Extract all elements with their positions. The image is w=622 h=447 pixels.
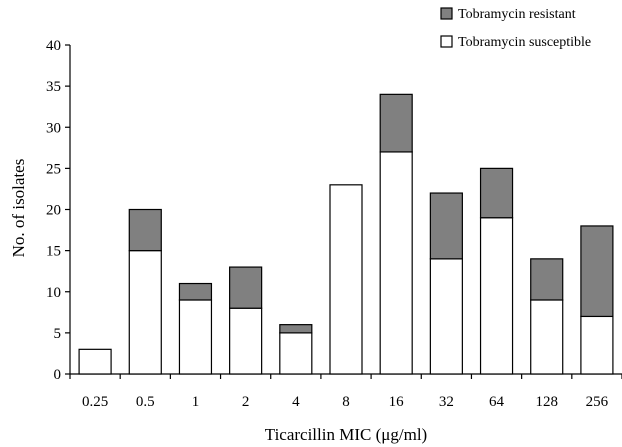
x-tick-label: 0.5 [136, 394, 155, 410]
bar-susceptible [279, 332, 313, 375]
bar-resistant [379, 93, 413, 153]
y-axis: 0 5 10 15 20 25 30 35 40 [46, 38, 71, 383]
bar-resistant [279, 324, 313, 334]
bar-resistant [479, 167, 514, 219]
x-tick-label: 8 [342, 394, 350, 410]
legend-swatch [440, 35, 453, 48]
y-axis-title: No. of isolates [9, 159, 28, 258]
x-tick-label: 1 [192, 394, 200, 410]
bar-susceptible [329, 184, 363, 375]
bar-resistant [178, 282, 213, 301]
bar-resistant [530, 258, 564, 301]
y-tick-label: 35 [46, 79, 61, 95]
x-axis-title: Ticarcillin MIC (μg/ml) [265, 425, 427, 444]
legend-label: Tobramycin susceptible [458, 35, 591, 50]
x-tick-label: 32 [439, 394, 454, 410]
bar-resistant [429, 192, 463, 260]
legend-swatch [440, 7, 453, 20]
x-tick-label: 128 [535, 394, 558, 410]
bar-susceptible [479, 217, 514, 375]
bar-resistant [229, 266, 263, 309]
x-tick-label: 16 [389, 394, 405, 410]
bars [78, 93, 614, 375]
y-tick-label: 5 [54, 326, 62, 342]
bar-susceptible [128, 250, 162, 375]
bar-susceptible [530, 299, 564, 375]
bar-susceptible [580, 315, 614, 375]
bar-susceptible [178, 299, 213, 375]
x-tick-label: 2 [242, 394, 250, 410]
legend-label: Tobramycin resistant [458, 7, 576, 22]
x-tick-label: 4 [292, 394, 300, 410]
y-tick-label: 15 [46, 244, 61, 260]
x-tick-label: 64 [489, 394, 505, 410]
x-axis: 0.25 0.5 1 2 4 8 16 32 64 128 256 [69, 373, 622, 410]
x-tick-label: 0.25 [82, 394, 108, 410]
y-tick-label: 0 [54, 367, 62, 383]
bar-susceptible [379, 151, 413, 375]
y-tick-label: 25 [46, 161, 61, 177]
x-tick-label: 256 [586, 394, 609, 410]
bar-susceptible [429, 258, 463, 375]
bar-susceptible [229, 307, 263, 375]
legend: Tobramycin resistant Tobramycin susceptib… [440, 7, 591, 50]
bar-resistant [128, 208, 162, 252]
y-tick-label: 30 [46, 120, 61, 136]
y-tick-label: 10 [46, 285, 61, 301]
bar-resistant [580, 225, 614, 318]
bar-susceptible [78, 348, 112, 375]
y-tick-label: 40 [46, 38, 61, 54]
y-tick-label: 20 [46, 203, 61, 219]
